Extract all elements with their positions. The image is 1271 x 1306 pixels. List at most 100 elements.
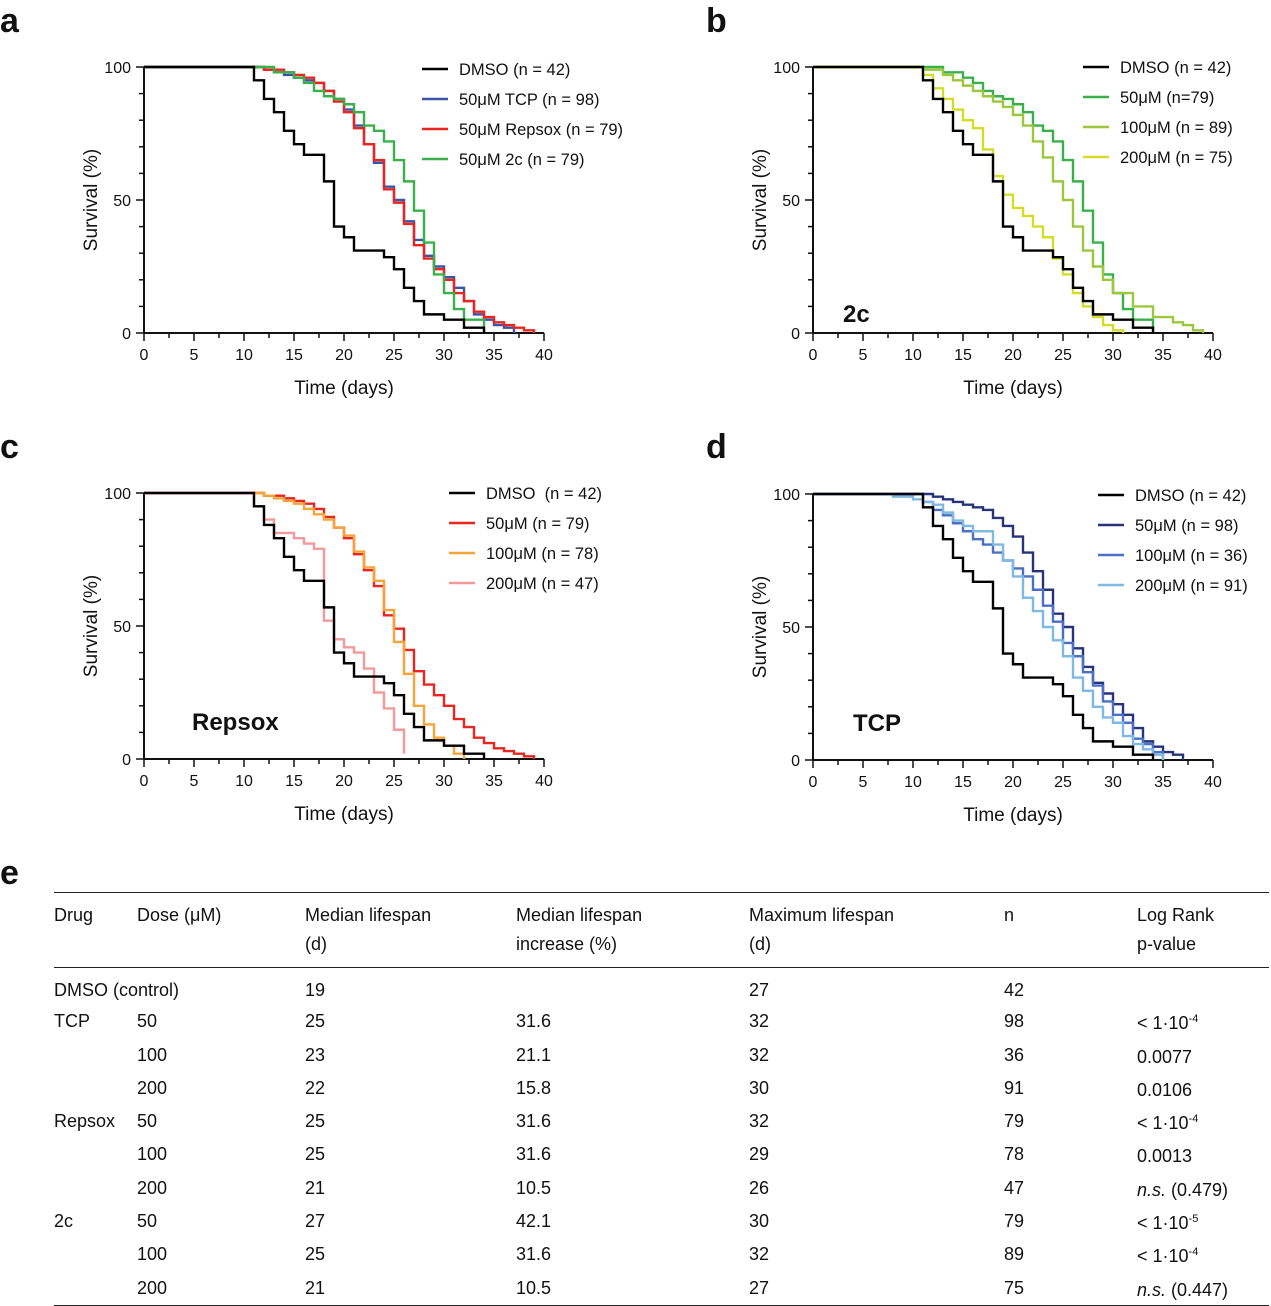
table-row: 100 25 31.6 32 89 < 1·10-4 xyxy=(54,1238,1269,1271)
cell-drug: TCP xyxy=(54,1011,90,1032)
x-tick-label: 0 xyxy=(140,347,149,364)
lifespan-table: Drug Dose (μM) Median lifespan (d) Median… xyxy=(54,892,1269,1306)
cell-drug xyxy=(54,1039,137,1072)
x-tick-label: 15 xyxy=(954,774,972,791)
x-tick-label: 25 xyxy=(1054,774,1072,791)
cell-drug: Repsox xyxy=(54,1111,116,1132)
cell-median: 25 xyxy=(305,1011,326,1032)
y-tick-label: 0 xyxy=(122,752,131,769)
cell-pvalue: < 1·10-5 xyxy=(1137,1205,1269,1238)
cell-dose: 200 xyxy=(137,1277,168,1298)
legend-label: 100μM (n = 89) xyxy=(1120,119,1233,137)
series-line-2 xyxy=(813,492,1165,760)
series-line-1 xyxy=(813,492,1185,760)
cell-median: 19 xyxy=(305,980,326,1000)
table-row: 2c 50 27 42.1 30 79 < 1·10-5 xyxy=(54,1205,1269,1238)
cell-pvalue xyxy=(1137,968,1269,1006)
table-row: 200 21 10.5 26 47 n.s. (0.479) xyxy=(54,1172,1269,1205)
cell-drug: 2c xyxy=(54,1211,74,1232)
cell-median: 23 xyxy=(305,1044,326,1065)
x-tick-label: 30 xyxy=(1104,347,1122,364)
pvalue-it: n.s. xyxy=(1137,1279,1167,1300)
x-tick-label: 0 xyxy=(140,773,149,790)
cell-drug xyxy=(54,1272,137,1306)
cell-increase: 42.1 xyxy=(516,1211,552,1232)
cell-drug xyxy=(54,1238,137,1271)
table-header-row: Drug Dose (μM) Median lifespan (d) Median… xyxy=(54,892,1269,968)
cell-pvalue: n.s. (0.479) xyxy=(1137,1172,1269,1205)
panel-letter-d: d xyxy=(706,428,727,466)
panel-annotation: TCP xyxy=(853,710,901,737)
x-axis-title: Time (days) xyxy=(294,804,394,825)
cell-max: 32 xyxy=(749,1111,770,1132)
legend-label: 50μM (n = 79) xyxy=(486,515,590,533)
pvalue-post: (0.447) xyxy=(1166,1279,1229,1300)
pvalue-pre: 0.0013 xyxy=(1137,1146,1193,1167)
table-row: Repsox 50 25 31.6 32 79 < 1·10-4 xyxy=(54,1105,1269,1138)
cell-n: 78 xyxy=(1004,1144,1025,1165)
x-tick-label: 30 xyxy=(1104,774,1122,791)
x-tick-label: 40 xyxy=(1204,774,1222,791)
y-axis-title: Survival (%) xyxy=(81,575,102,677)
cell-increase: 31.6 xyxy=(516,1144,552,1165)
x-tick-label: 30 xyxy=(435,773,453,790)
cell-increase: 15.8 xyxy=(516,1077,552,1098)
cell-increase: 21.1 xyxy=(516,1044,552,1065)
series-line-1 xyxy=(813,65,1155,333)
legend-label: 50μM (n=79) xyxy=(1120,89,1214,107)
cell-pvalue: 0.0106 xyxy=(1137,1072,1269,1105)
y-tick-label: 100 xyxy=(104,486,131,503)
pvalue-pre: 0.0077 xyxy=(1137,1046,1193,1067)
survival-chart-a: 0 5 10 15 20 25 30 35 40 0 50 100 Time (days) Surviva… xyxy=(81,60,623,399)
table-row: 100 23 21.1 32 36 0.0077 xyxy=(54,1039,1269,1072)
header-pvalue: Log Rank p-value xyxy=(1137,905,1215,954)
cell-n: 47 xyxy=(1004,1177,1025,1198)
legend-label: DMSO (n = 42) xyxy=(1120,59,1231,77)
header-n: n xyxy=(1004,905,1015,925)
panel-letter-c: c xyxy=(0,428,19,466)
y-axis-title: Survival (%) xyxy=(81,149,102,251)
pvalue-pre: 0.0106 xyxy=(1137,1079,1193,1100)
legend-label: 200μM (n = 75) xyxy=(1120,149,1233,167)
table-row: TCP 50 25 31.6 32 98 < 1·10-4 xyxy=(54,1005,1269,1038)
cell-drug xyxy=(54,1072,137,1105)
x-tick-label: 40 xyxy=(1204,347,1222,364)
cell-increase: 31.6 xyxy=(516,1111,552,1132)
header-max: Maximum lifespan (d) xyxy=(749,905,895,954)
cell-increase: 31.6 xyxy=(516,1011,552,1032)
y-tick-label: 0 xyxy=(122,326,131,343)
cell-pvalue: < 1·10-4 xyxy=(1137,1105,1269,1138)
panel-annotation: 2c xyxy=(843,301,870,328)
y-tick-label: 50 xyxy=(113,619,131,636)
pvalue-sup: -4 xyxy=(1188,1246,1199,1259)
y-axis-title: Survival (%) xyxy=(750,576,771,678)
cell-dose: 50 xyxy=(137,1211,158,1232)
x-tick-label: 5 xyxy=(859,774,868,791)
legend-label: 50μM (n = 98) xyxy=(1135,517,1239,535)
cell-n: 89 xyxy=(1004,1244,1025,1265)
cell-max: 26 xyxy=(749,1177,770,1198)
y-tick-label: 100 xyxy=(104,60,131,77)
cell-n: 75 xyxy=(1004,1277,1025,1298)
cell-max: 30 xyxy=(749,1211,770,1232)
y-tick-label: 50 xyxy=(782,193,800,210)
x-tick-label: 5 xyxy=(859,347,868,364)
cell-n: 79 xyxy=(1004,1211,1025,1232)
x-tick-label: 40 xyxy=(535,773,553,790)
legend-label: 50μM Repsox (n = 79) xyxy=(459,121,623,139)
cell-dose: 200 xyxy=(137,1077,168,1098)
cell-increase: 31.6 xyxy=(516,1244,552,1265)
x-tick-label: 5 xyxy=(190,773,199,790)
table-row: 200 22 15.8 30 91 0.0106 xyxy=(54,1072,1269,1105)
lifespan-table-grid: Drug Dose (μM) Median lifespan (d) Median… xyxy=(54,892,1269,1306)
legend-label: 200μM (n = 91) xyxy=(1135,577,1248,595)
legend-label: DMSO (n = 42) xyxy=(459,61,570,79)
cell-dose: 100 xyxy=(137,1144,168,1165)
cell-n: 36 xyxy=(1004,1044,1025,1065)
panel-letter-a: a xyxy=(0,2,19,40)
cell-n: 42 xyxy=(1004,980,1025,1000)
legend-label: 100μM (n = 78) xyxy=(486,545,599,563)
x-axis-title: Time (days) xyxy=(963,378,1063,399)
series-line-0 xyxy=(813,65,1155,333)
pvalue-pre: < 1·10 xyxy=(1137,1013,1189,1034)
